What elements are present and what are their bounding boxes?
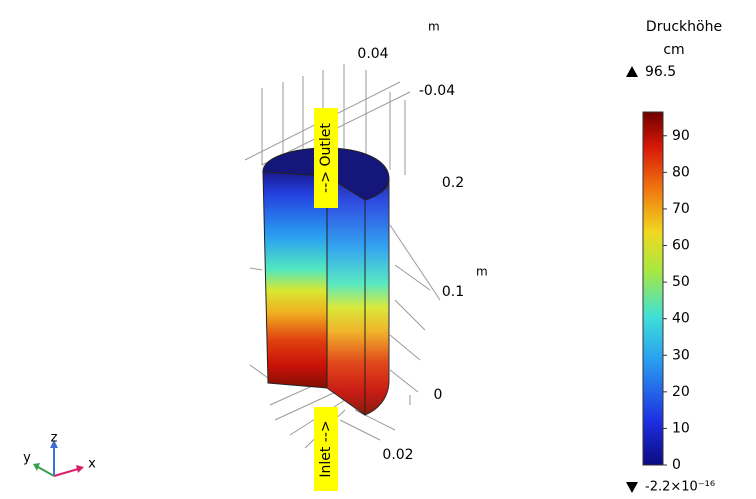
colorbar-tick-label: 40 xyxy=(672,311,690,327)
colorbar-tick-label: 0 xyxy=(672,457,681,473)
annotation-box xyxy=(314,108,338,208)
axis-tick-label: 0.02 xyxy=(382,447,413,463)
colorbar-tick-label: 60 xyxy=(672,238,690,254)
colorbar-tick-label: 90 xyxy=(672,128,690,144)
axis-tick-label: 0.2 xyxy=(442,175,464,191)
max-label: 96.5 xyxy=(645,64,676,80)
min-label: -2.2×10⁻¹⁶ xyxy=(645,480,715,495)
annotation-box xyxy=(314,407,338,491)
axis-tick-label: 0.1 xyxy=(442,284,464,300)
colorbar-tick-label: 10 xyxy=(672,420,690,436)
colorbar-unit: cm xyxy=(663,42,684,58)
colorbar-tick-label: 30 xyxy=(672,347,690,363)
axis-unit: m xyxy=(428,20,440,34)
colorbar-tick-label: 50 xyxy=(672,274,690,290)
triad-label: z xyxy=(51,431,58,446)
annotation: --> Outlet xyxy=(318,123,334,193)
axis-tick-label: 0.04 xyxy=(357,46,388,62)
colorbar-tick-label: 70 xyxy=(672,201,690,217)
annotation: Inlet --> xyxy=(318,420,334,477)
triad-label: x xyxy=(88,457,96,472)
axis-tick-label: 0 xyxy=(434,387,443,403)
axis-unit: m xyxy=(476,265,488,279)
colorbar-title: Druckhöhe xyxy=(646,19,722,35)
colorbar xyxy=(642,111,664,466)
colorbar-tick-label: 80 xyxy=(672,164,690,180)
colorbar-tick-label: 20 xyxy=(672,384,690,400)
triad-label: y xyxy=(23,451,31,466)
axis-tick-label: -0.04 xyxy=(419,83,455,99)
max-marker xyxy=(626,66,638,77)
triad xyxy=(33,440,84,477)
min-marker xyxy=(626,482,638,493)
